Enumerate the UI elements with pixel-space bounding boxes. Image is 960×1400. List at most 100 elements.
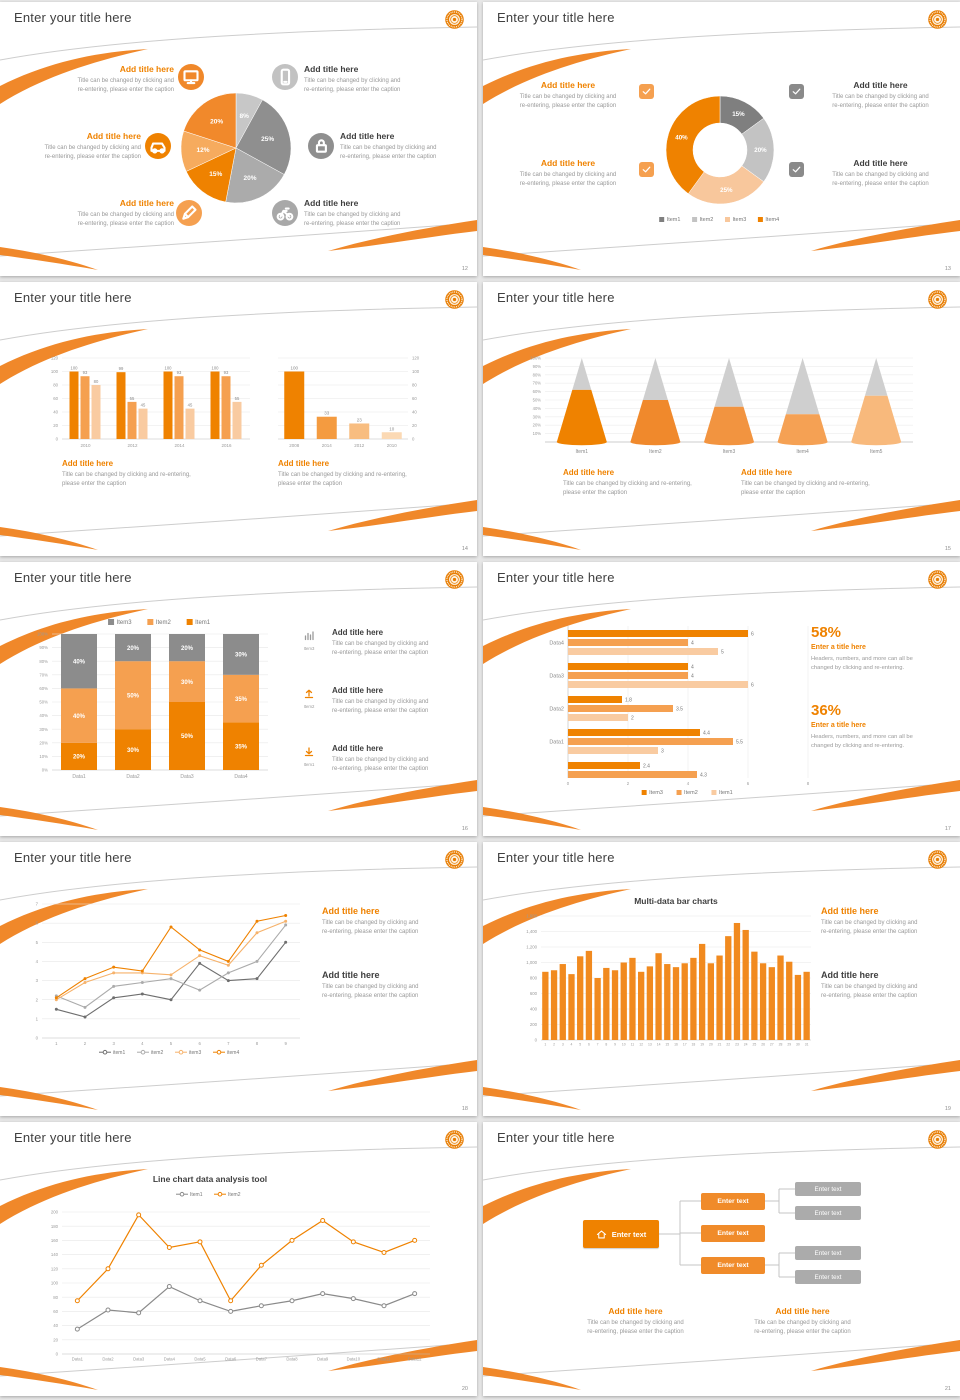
bottom-left-swoosh bbox=[0, 247, 98, 270]
stacked-segment bbox=[61, 742, 97, 770]
callout-block: Add title here Title can be changed by cl… bbox=[813, 80, 948, 112]
chart-label: 2 bbox=[627, 781, 630, 786]
chart-label: Item2 bbox=[156, 620, 172, 626]
bottom-curve bbox=[0, 222, 477, 257]
callout-caption-line: Title can be changed by clicking and bbox=[44, 145, 141, 151]
slide-content: 8% 25% 20% 15% 12% 20% Add title here Title can… bbox=[0, 2, 477, 276]
slide-16-stacked-bar[interactable]: Enter your title here Item3 Item2 Item1 0% 1… bbox=[0, 562, 477, 836]
callout-caption-line: Title can be changed by clicking and bbox=[340, 145, 437, 151]
stat-caption-line: changed by clicking and re-entering. bbox=[811, 665, 905, 672]
slide-15-cone-chart[interactable]: Enter your title here 10% 20% 30% 40% 50% 60%… bbox=[483, 282, 960, 556]
emblem-core bbox=[452, 17, 457, 22]
callout-caption-line: please enter the caption bbox=[62, 481, 127, 488]
line-marker bbox=[54, 1007, 58, 1011]
line-marker bbox=[258, 1303, 264, 1309]
bar bbox=[629, 957, 636, 1040]
chart-label: 4 bbox=[571, 1043, 573, 1047]
emblem-core bbox=[452, 297, 457, 302]
emblem-inner-ring bbox=[933, 295, 942, 304]
line-marker bbox=[140, 992, 144, 996]
bottom-curve bbox=[0, 782, 477, 817]
bar bbox=[794, 974, 802, 1040]
line-marker bbox=[54, 996, 58, 1000]
bar bbox=[716, 955, 723, 1040]
emblem-core bbox=[452, 577, 457, 582]
top-curve bbox=[483, 26, 960, 61]
line-marker bbox=[226, 979, 230, 983]
sidebar-icon-label: Item2 bbox=[303, 704, 315, 709]
legend-marker bbox=[216, 1049, 222, 1055]
callout-caption-line: re-entering, please enter the caption bbox=[821, 929, 918, 936]
chart-label: 70% bbox=[533, 381, 542, 386]
callout-caption-line: re-entering, please enter the caption bbox=[519, 103, 617, 110]
university-emblem-logo bbox=[928, 10, 947, 29]
chart-label: 1 bbox=[544, 1043, 546, 1047]
chart-label: 23 bbox=[735, 1043, 739, 1047]
swoosh-decoration bbox=[483, 306, 960, 550]
chart-label: 2.4 bbox=[643, 764, 650, 770]
callout-title: Add title here bbox=[119, 64, 174, 74]
bottom-right-swoosh bbox=[811, 1060, 960, 1091]
pie-slice bbox=[225, 147, 285, 204]
slide-17-horizontal-bars[interactable]: Enter your title here 0 2 4 6 8 Data4 6 4 5 Data3… bbox=[483, 562, 960, 836]
chart-label: Data2 bbox=[102, 1357, 114, 1362]
line-series bbox=[56, 920, 286, 1001]
sidebar-icon-label: Item3 bbox=[303, 646, 315, 651]
university-emblem-logo bbox=[445, 1130, 464, 1149]
org-child-node: Enter text bbox=[795, 1206, 861, 1220]
bottom-left-swoosh bbox=[0, 527, 98, 550]
slide-18-line-chart[interactable]: Enter your title here 0 1 2 3 4 5 6 7 1 2 3 4 5 6 7 8 9 i… bbox=[0, 842, 477, 1116]
stat-value: 36% bbox=[811, 702, 842, 719]
chart-label: 40% bbox=[39, 713, 48, 718]
callout-title: Add title here bbox=[304, 64, 359, 74]
bar bbox=[127, 401, 137, 439]
chart-label: Multi-data bar charts bbox=[634, 896, 718, 906]
top-left-swoosh bbox=[0, 889, 148, 944]
legend-swatch bbox=[659, 217, 665, 222]
bottom-left-swoosh bbox=[483, 1087, 581, 1110]
bar bbox=[210, 371, 220, 439]
pie-slice bbox=[183, 92, 237, 149]
callout-caption-line: Title can be changed by clicking and bbox=[322, 920, 419, 926]
chart-label: 35% bbox=[235, 697, 248, 703]
line-marker bbox=[74, 1298, 80, 1304]
legend-swatch bbox=[757, 217, 763, 222]
bottom-right-swoosh bbox=[811, 500, 960, 531]
slide-12-pie-infographic[interactable]: Enter your title here 8% 25% 20% 15% 12% 20% A… bbox=[0, 2, 477, 276]
chart-label: Data12 bbox=[408, 1357, 422, 1362]
chart-label: 40% bbox=[73, 714, 86, 720]
slide-14-bar-charts[interactable]: Enter your title here 0 20 40 60 80 100 120 201… bbox=[0, 282, 477, 556]
callout-title: Add title here bbox=[853, 158, 908, 168]
bar bbox=[69, 371, 79, 439]
chart-label: 0 bbox=[56, 1352, 59, 1357]
swoosh-decoration bbox=[0, 306, 477, 550]
slide-13-donut-chart[interactable]: Enter your title here 15% 20% 25% 40% Item1 I… bbox=[483, 2, 960, 276]
bar bbox=[672, 967, 680, 1040]
hbar bbox=[568, 738, 733, 745]
slide-20-line-analysis[interactable]: Enter your title here Line chart data an… bbox=[0, 1122, 477, 1396]
line-marker bbox=[412, 1237, 418, 1243]
line-marker bbox=[83, 1005, 87, 1009]
line-marker bbox=[198, 988, 202, 992]
stat-caption-line: changed by clicking and re-entering. bbox=[811, 743, 905, 750]
slide-19-multi-bar-chart[interactable]: Enter your title here Multi-data bar cha… bbox=[483, 842, 960, 1116]
chart-label: 200 bbox=[530, 1022, 538, 1027]
chart-label: Data4 bbox=[164, 1357, 176, 1362]
chart-label: 1 bbox=[55, 1041, 58, 1046]
bar bbox=[80, 376, 90, 439]
callout-title: Add title here bbox=[608, 1306, 663, 1316]
callout-block: Add title here Title can be changed by cl… bbox=[278, 459, 463, 490]
callout-block: Add title here Title can be changed by cl… bbox=[9, 131, 141, 163]
bar bbox=[638, 971, 645, 1040]
chart-label: 5 bbox=[36, 940, 39, 945]
line-marker bbox=[169, 973, 173, 977]
stat-caption-line: Headers, numbers, and more can all be bbox=[811, 734, 913, 740]
chart-label: 10% bbox=[533, 431, 542, 436]
bar bbox=[221, 376, 231, 439]
chart-label: Data2 bbox=[126, 774, 140, 780]
bar bbox=[681, 963, 688, 1040]
bottom-right-swoosh bbox=[811, 780, 960, 811]
chart-label: 7 bbox=[597, 1043, 599, 1047]
hbar bbox=[568, 672, 688, 679]
slide-21-org-chart[interactable]: Enter your title here Enter text Enter te… bbox=[483, 1122, 960, 1396]
